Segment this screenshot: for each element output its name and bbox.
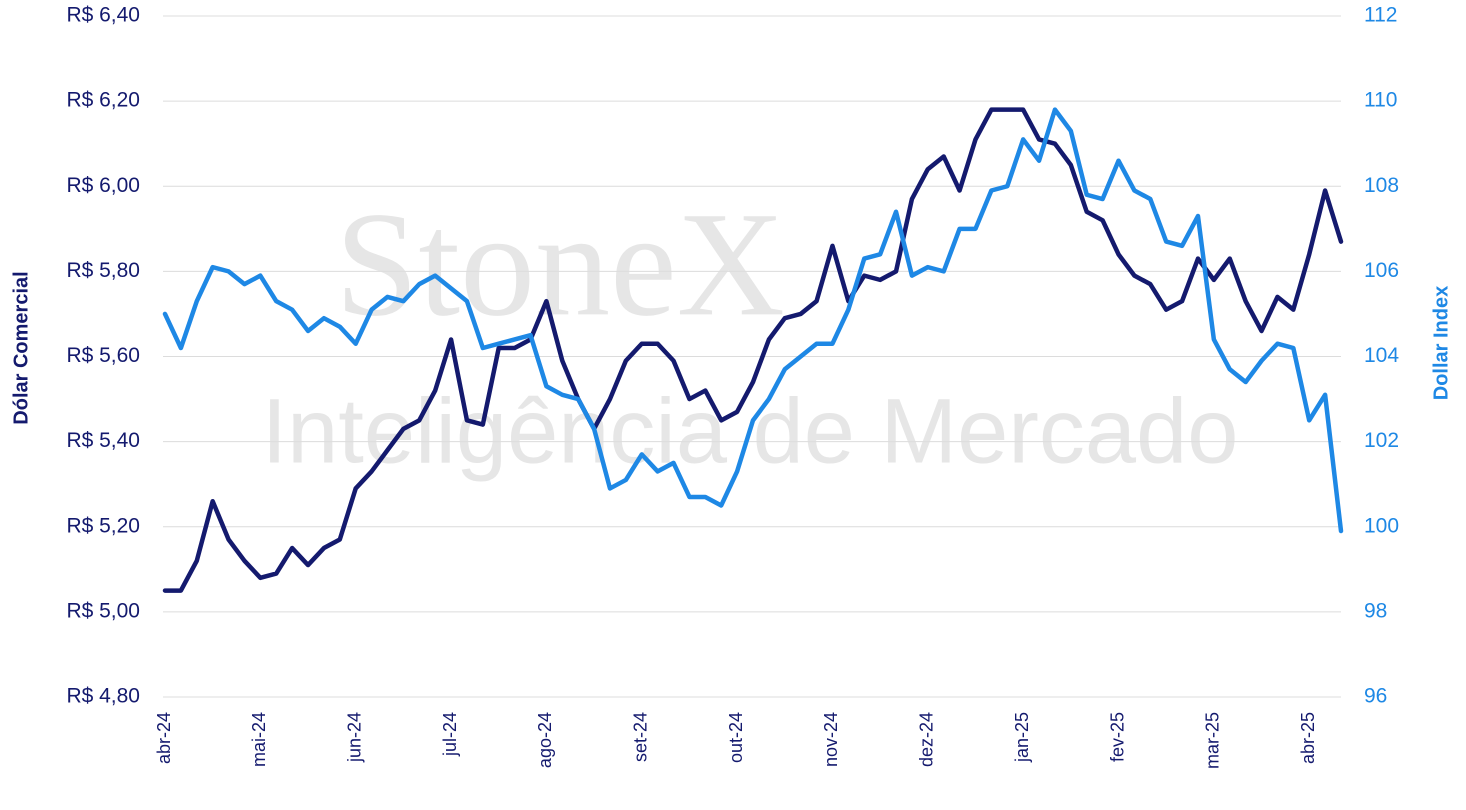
x-tick-label: jan-25	[1012, 712, 1032, 763]
series-line	[162, 107, 1344, 593]
x-tick-label: mai-24	[249, 712, 269, 767]
y-tick-label: R$ 4,80	[66, 685, 140, 708]
y-tick-label: R$ 6,40	[66, 4, 140, 27]
series-line	[162, 107, 1344, 534]
y2-tick-label: 112	[1364, 4, 1397, 27]
y-tick-label: R$ 5,60	[66, 344, 140, 367]
x-tick-label: jul-24	[440, 712, 460, 757]
y2-tick-label: 110	[1364, 89, 1397, 112]
x-tick-label: mar-25	[1203, 712, 1223, 769]
x-tick-label: out-24	[726, 712, 746, 763]
y2-tick-label: 104	[1364, 344, 1399, 367]
y2-tick-label: 102	[1364, 429, 1399, 452]
y2-axis-title: Dollar Index	[1430, 286, 1452, 400]
y2-tick-label: 98	[1364, 599, 1387, 622]
y2-tick-label: 96	[1364, 685, 1387, 708]
watermark-logo: StoneX	[335, 181, 785, 347]
x-tick-label: dez-24	[917, 712, 937, 767]
x-tick-label: nov-24	[821, 712, 841, 767]
y-tick-label: R$ 6,00	[66, 174, 140, 197]
y-tick-label: R$ 5,40	[66, 429, 140, 452]
y2-tick-label: 108	[1364, 174, 1399, 197]
y-axis-title: Dólar Comercial	[10, 271, 32, 424]
y2-tick-label: 106	[1364, 259, 1399, 282]
x-tick-label: jun-24	[344, 712, 364, 763]
x-tick-label: set-24	[631, 712, 651, 762]
x-tick-label: abr-25	[1298, 712, 1318, 764]
y-tick-label: R$ 5,20	[66, 514, 140, 537]
y-tick-label: R$ 6,20	[66, 89, 140, 112]
y-tick-label: R$ 5,00	[66, 599, 140, 622]
x-tick-label: fev-25	[1107, 712, 1127, 762]
y-tick-label: R$ 5,80	[66, 259, 140, 282]
x-tick-label: abr-24	[154, 712, 174, 764]
y2-tick-label: 100	[1364, 514, 1399, 537]
x-tick-label: ago-24	[535, 712, 555, 768]
